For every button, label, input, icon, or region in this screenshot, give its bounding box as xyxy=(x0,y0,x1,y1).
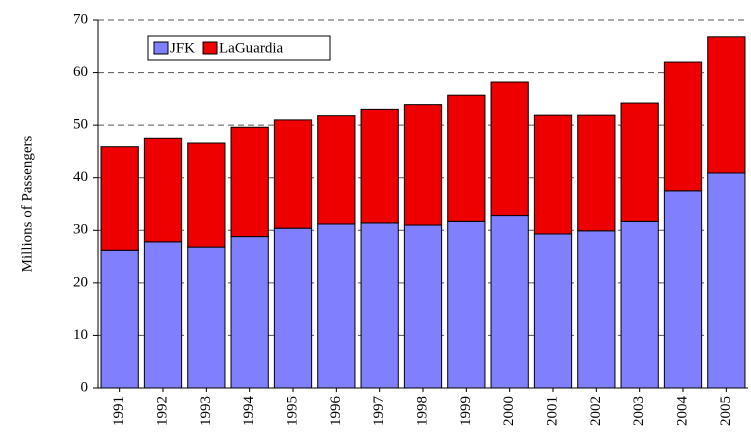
x-tick-label: 1992 xyxy=(154,396,170,426)
x-tick-label: 2004 xyxy=(674,396,690,427)
x-tick-label: 1998 xyxy=(414,396,430,426)
x-tick-label: 2003 xyxy=(631,396,647,426)
y-tick-label: 60 xyxy=(73,64,88,80)
x-tick-label: 1999 xyxy=(458,396,474,426)
bar-segment xyxy=(360,222,399,389)
bar-segment xyxy=(620,220,659,389)
bar-segment xyxy=(533,233,573,389)
bar-segment xyxy=(273,227,313,389)
y-tick-label: 30 xyxy=(73,222,88,238)
bar-segment xyxy=(230,236,269,389)
y-tick-label: 40 xyxy=(73,169,88,185)
bar-segment xyxy=(403,224,443,389)
y-tick-label: 10 xyxy=(73,327,88,343)
bar-segment xyxy=(143,241,183,389)
bar-segment xyxy=(663,190,703,389)
bar-segment xyxy=(577,230,616,389)
bar-segment xyxy=(360,108,399,224)
bar-segment xyxy=(490,81,529,217)
bar-segment xyxy=(447,94,486,222)
y-tick-label: 50 xyxy=(73,117,88,133)
bar-segment xyxy=(273,119,313,229)
bar-segment xyxy=(707,172,746,389)
x-tick-label: 1995 xyxy=(284,396,300,426)
x-tick-label: 2000 xyxy=(501,396,517,426)
bar-segment xyxy=(490,215,529,389)
legend-label: LaGuardia xyxy=(219,40,283,56)
legend-swatch xyxy=(202,41,218,55)
bar-segment xyxy=(707,36,746,174)
y-tick-label: 70 xyxy=(73,11,88,27)
y-tick-label: 20 xyxy=(73,274,88,290)
legend-swatch xyxy=(153,41,169,55)
y-axis-label: Millions of Passengers xyxy=(19,136,35,273)
x-tick-label: 1994 xyxy=(241,396,257,427)
bar-segment xyxy=(100,249,139,389)
x-tick-label: 1996 xyxy=(328,396,344,427)
x-tick-label: 1993 xyxy=(198,396,214,426)
x-tick-label: 1991 xyxy=(111,396,127,426)
bar-segment xyxy=(100,146,139,251)
x-tick-label: 2002 xyxy=(588,396,604,426)
bar-segment xyxy=(447,220,486,389)
bar-segment xyxy=(187,142,226,248)
bar-segment xyxy=(143,137,183,243)
bar-segment xyxy=(663,61,703,192)
bar-segment xyxy=(533,114,573,235)
y-tick-label: 0 xyxy=(81,379,89,395)
legend-label: JFK xyxy=(170,40,195,56)
x-tick-label: 1997 xyxy=(371,396,387,427)
bar-segment xyxy=(577,114,616,232)
x-tick-label: 2005 xyxy=(718,396,734,426)
bar-segment xyxy=(317,115,356,225)
bar-segment xyxy=(187,246,226,389)
x-tick-label: 2001 xyxy=(544,396,560,426)
legend-box xyxy=(147,35,331,61)
bar-segment xyxy=(403,104,443,226)
bar-segment xyxy=(620,102,659,222)
bar-segment xyxy=(230,126,269,238)
bar-segment xyxy=(317,223,356,389)
